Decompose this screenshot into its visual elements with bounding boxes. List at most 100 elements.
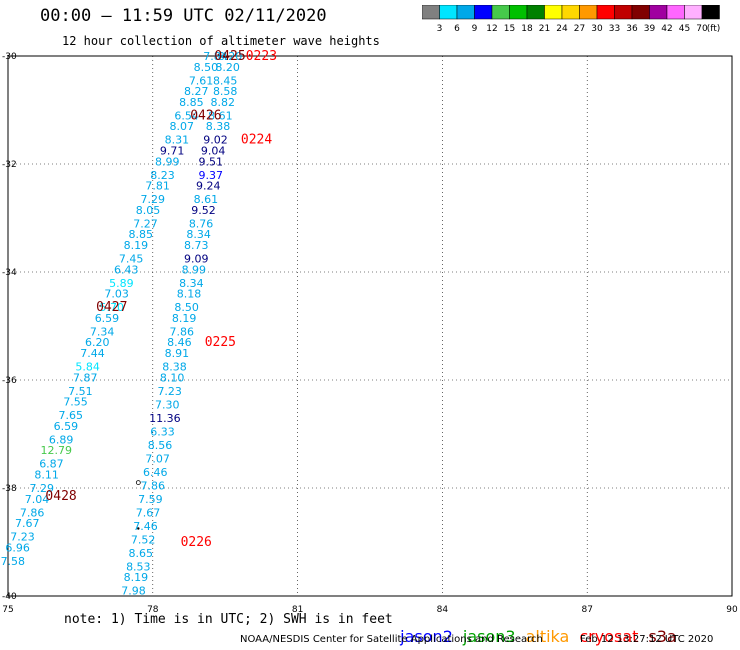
x-tick-label: 78 <box>147 605 159 615</box>
pass-time-label: 0225 <box>205 335 236 350</box>
wave-height-point: 7.52 <box>131 533 156 546</box>
wave-height-point: 9.09 <box>184 253 209 266</box>
pass-time-label: 0223 <box>246 49 277 64</box>
wave-height-point: 7.29 <box>30 482 55 495</box>
wave-height-point: 8.34 <box>186 228 211 241</box>
wave-height-point: 6.59 <box>95 312 120 325</box>
credit-text: NOAA/NESDIS Center for Satellite Applica… <box>240 634 543 645</box>
wave-height-point: 8.50 <box>194 61 219 74</box>
wave-height-point: 8.56 <box>148 439 173 452</box>
wave-height-point: 8.34 <box>179 277 204 290</box>
wave-height-point: 7.23 <box>157 385 182 398</box>
chart-title: 00:00 – 11:59 UTC 02/11/2020 <box>40 6 327 26</box>
colorbar-tick: 21 <box>539 24 550 34</box>
wave-height-point: 7.07 <box>145 452 170 465</box>
wave-height-point: 8.31 <box>165 134 190 147</box>
colorbar-tick: 18 <box>521 24 533 34</box>
wave-height-point: 7.51 <box>68 385 93 398</box>
wave-height-point: 8.38 <box>162 361 187 374</box>
wave-height-point: 7.27 <box>133 217 158 230</box>
wave-height-point: 7.58 <box>1 555 26 568</box>
wave-height-point: 8.61 <box>208 109 233 122</box>
mission-jason2: jason2 <box>400 627 453 646</box>
wave-height-point: 9.52 <box>191 204 216 217</box>
wave-height-point: 8.58 <box>213 85 238 98</box>
x-tick-label: 84 <box>437 605 449 615</box>
credit-timestamp: Feb 12 13:27:12 UTC 2020 <box>580 634 714 645</box>
mission-s3a: s3a <box>648 627 677 646</box>
pass-time-label: 0224 <box>241 133 272 148</box>
wave-height-point: 8.45 <box>213 74 238 87</box>
chart-subtitle: 12 hour collection of altimeter wave hei… <box>62 34 380 48</box>
wave-height-point: 7.86 <box>170 325 195 338</box>
wave-height-point: 8.99 <box>155 155 180 168</box>
colorbar-unit: (ft) <box>707 24 721 34</box>
colorbar-tick: 39 <box>644 24 656 34</box>
pass-time-label: 0226 <box>181 535 212 550</box>
wave-height-point: 6.96 <box>5 541 30 554</box>
x-tick-label: 87 <box>581 605 592 615</box>
marker-point <box>135 480 141 486</box>
wave-height-point: 8.18 <box>177 288 202 301</box>
wave-height-point: 8.11 <box>34 469 59 482</box>
marker-point <box>137 527 140 530</box>
mission-jason3: jason3 <box>462 627 516 646</box>
wave-height-point: 7.29 <box>141 193 166 206</box>
wave-height-point: 7.04 <box>25 493 50 506</box>
x-tick-label: 81 <box>292 605 303 615</box>
colorbar-tick: 15 <box>504 24 515 34</box>
colorbar-swatch <box>701 5 720 20</box>
wave-height-point: 7.67 <box>136 506 161 519</box>
colorbar-tick: 12 <box>486 24 497 34</box>
pass-time-label: 0427 <box>96 300 127 315</box>
wave-height-point: 8.91 <box>165 347 190 360</box>
wave-height-point: 7.59 <box>138 493 163 506</box>
wave-height-point: 8.05 <box>136 204 161 217</box>
wave-height-point: 6.33 <box>150 425 175 438</box>
x-tick-label: 90 <box>726 605 738 615</box>
wave-height-point: 7.55 <box>63 396 88 409</box>
wave-height-point: 5.70 <box>100 301 125 314</box>
colorbar-tick: 27 <box>574 24 585 34</box>
colorbar-tick: 24 <box>556 24 568 34</box>
wave-height-point: 6.59 <box>54 420 79 433</box>
colorbar-tick: 9 <box>472 24 478 34</box>
wave-height-point: 7.81 <box>145 180 170 193</box>
wave-height-point: 8.19 <box>124 239 149 252</box>
wave-height-point: 6.46 <box>143 466 168 479</box>
wave-height-point: 8.82 <box>211 96 236 109</box>
wave-height-point: 7.86 <box>141 479 166 492</box>
wave-height-point: 6.43 <box>114 263 139 276</box>
wave-height-point: 7.65 <box>58 409 83 422</box>
wave-height-point: 7.84 <box>203 50 228 63</box>
wave-height-point: 8.19 <box>124 571 149 584</box>
y-tick-label: -40 <box>2 592 17 602</box>
colorbar-tick: 42 <box>661 24 672 34</box>
wave-height-point: 8.19 <box>172 312 197 325</box>
wave-height-point: 6.89 <box>49 433 74 446</box>
wave-height-point: 8.20 <box>218 50 243 63</box>
wave-height-point: 9.04 <box>201 145 226 158</box>
wave-height-point: 8.46 <box>167 336 192 349</box>
colorbar-tick: 3 <box>437 24 443 34</box>
wave-height-point: 8.50 <box>174 301 199 314</box>
wave-height-point: 9.24 <box>196 180 221 193</box>
wave-height-point: 9.37 <box>198 169 223 182</box>
colorbar-tick: 70 <box>696 24 708 34</box>
y-tick-label: -30 <box>2 52 17 62</box>
wave-height-point: 7.67 <box>15 517 40 530</box>
wave-height-point: 5.89 <box>109 277 134 290</box>
wave-height-point: 9.71 <box>160 145 185 158</box>
wave-height-point: 6.54 <box>174 109 199 122</box>
wave-height-point: 8.10 <box>160 371 185 384</box>
wave-height-point: 7.46 <box>133 520 158 533</box>
wave-height-point: 8.27 <box>184 85 209 98</box>
y-tick-label: -32 <box>2 160 17 170</box>
colorbar-tick: 33 <box>609 24 620 34</box>
colorbar-tick: 36 <box>626 24 638 34</box>
y-tick-label: -36 <box>2 376 17 386</box>
wave-height-point: 7.87 <box>73 371 98 384</box>
wave-height-point: 7.30 <box>155 398 180 411</box>
wave-height-point: 8.23 <box>150 169 175 182</box>
wave-height-point: 8.99 <box>182 263 207 276</box>
